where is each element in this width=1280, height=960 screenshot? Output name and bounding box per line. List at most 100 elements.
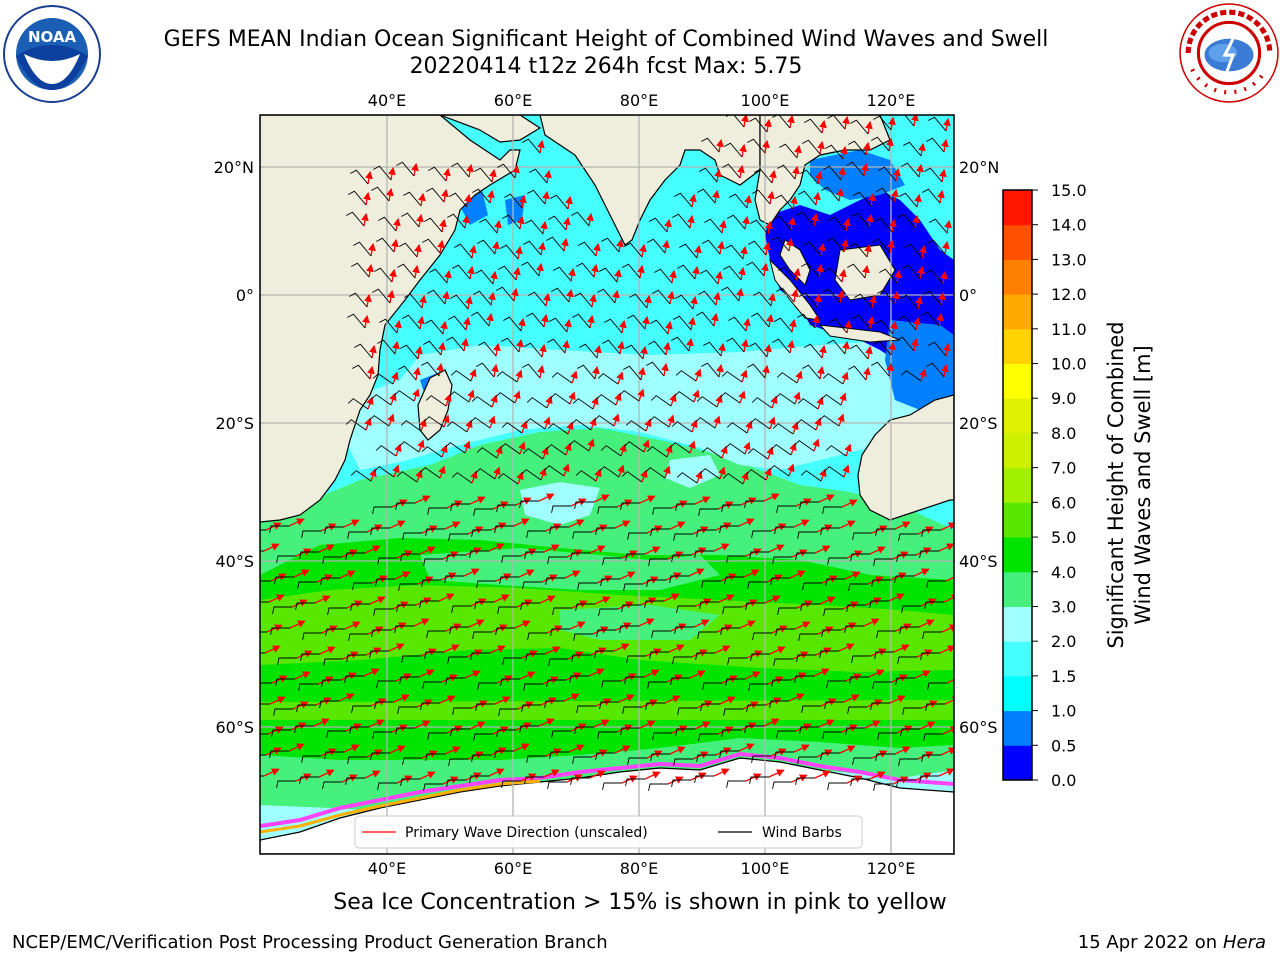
wind-barb xyxy=(698,508,718,516)
wind-barb xyxy=(671,421,693,433)
wind-barb xyxy=(579,343,598,359)
lat-labels-right: 20°N 0° 20°S 40°S 60°S xyxy=(959,158,999,737)
wind-barb xyxy=(576,262,595,278)
wind-barb xyxy=(921,529,941,537)
wave-direction-arrow xyxy=(371,575,388,584)
wind-barb xyxy=(650,528,670,536)
wave-direction-arrow xyxy=(842,601,859,610)
wave-direction-arrow xyxy=(768,292,776,307)
sea-ice-note: Sea Ice Concentration > 15% is shown in … xyxy=(333,890,947,915)
wind-barb xyxy=(476,362,495,378)
wind-barb xyxy=(350,470,372,482)
wind-barb xyxy=(675,728,695,736)
wind-barb xyxy=(396,471,418,483)
wind-barb xyxy=(572,313,591,329)
wave-direction-arrow xyxy=(361,212,369,227)
wind-barb xyxy=(454,243,473,259)
wave-direction-arrow xyxy=(570,498,587,507)
wind-barb xyxy=(595,527,615,535)
wind-barb xyxy=(894,575,914,583)
wave-direction-arrow xyxy=(463,440,471,454)
wave-direction-arrow xyxy=(443,644,460,653)
producer-credit: NCEP/EMC/Verification Post Processing Pr… xyxy=(12,932,608,953)
wave-direction-arrow xyxy=(717,240,725,255)
wave-direction-arrow xyxy=(665,572,682,581)
wave-direction-arrow xyxy=(663,465,671,479)
wave-direction-arrow xyxy=(941,624,954,633)
wave-direction-arrow xyxy=(716,138,724,153)
wind-barb xyxy=(277,657,297,665)
colorbar-tick-label: 14.0 xyxy=(1051,216,1087,235)
colorbar-tick-label: 15.0 xyxy=(1051,181,1087,200)
wave-direction-arrow xyxy=(837,289,845,304)
wind-barb xyxy=(473,508,493,516)
wave-direction-arrow xyxy=(437,239,445,254)
wave-direction-arrow xyxy=(865,597,882,606)
wave-direction-arrow xyxy=(766,574,783,583)
colorbar-tick-label: 3.0 xyxy=(1051,597,1076,616)
wave-direction-arrow xyxy=(268,594,285,603)
wind-barb xyxy=(795,777,815,785)
wind-barb xyxy=(402,757,422,765)
wave-direction-arrow xyxy=(669,269,677,284)
wave-direction-arrow xyxy=(866,213,874,228)
lon-label-top: 60°E xyxy=(494,91,532,110)
wave-direction-arrow xyxy=(740,722,757,731)
wave-direction-arrow xyxy=(893,644,910,653)
wind-barb xyxy=(726,780,746,788)
wave-direction-arrow xyxy=(490,747,507,756)
wave-direction-arrow xyxy=(716,363,724,378)
wind-barb xyxy=(600,445,622,457)
wave-direction-arrow xyxy=(737,164,745,179)
wind-barb xyxy=(753,291,772,307)
wave-direction-arrow xyxy=(888,593,905,602)
wind-barb xyxy=(848,140,867,156)
wind-barb xyxy=(501,422,523,434)
wave-direction-arrow xyxy=(765,220,773,235)
wave-direction-arrow xyxy=(621,775,638,784)
wind-barb xyxy=(427,289,446,305)
wave-direction-arrow xyxy=(789,318,797,333)
wind-barb xyxy=(600,578,620,586)
wind-barb xyxy=(370,394,392,406)
wave-direction-arrow xyxy=(593,494,610,503)
wave-direction-arrow xyxy=(788,693,805,702)
wind-barb xyxy=(798,190,817,206)
wave-direction-arrow xyxy=(389,745,406,754)
colorbar-segment xyxy=(1003,537,1032,573)
wind-barb xyxy=(823,165,842,181)
wave-direction-arrow xyxy=(515,245,523,260)
wind-barb xyxy=(525,219,544,235)
wind-barb xyxy=(345,552,365,560)
wave-direction-arrow xyxy=(442,290,450,305)
wave-direction-arrow xyxy=(861,162,869,177)
wind-barb xyxy=(601,237,620,253)
wind-barb xyxy=(423,340,442,356)
wind-barb xyxy=(448,391,470,403)
wind-barb xyxy=(827,557,847,565)
wind-barb xyxy=(476,447,498,459)
colorbar-segment xyxy=(1003,398,1032,434)
wave-direction-arrow xyxy=(814,545,831,554)
wave-direction-arrow xyxy=(688,316,696,331)
wind-barb xyxy=(398,441,420,453)
ice-edge-pink xyxy=(260,751,954,828)
wave-direction-arrow xyxy=(491,363,499,378)
wind-barb xyxy=(896,554,916,562)
wave-direction-arrow xyxy=(521,650,538,659)
wind-barb xyxy=(845,727,865,735)
colorbar-segment xyxy=(1003,606,1032,642)
wind-barb xyxy=(719,392,741,404)
wave-direction-arrow xyxy=(592,626,609,635)
wave-direction-arrow xyxy=(540,697,557,706)
wave-direction-arrow xyxy=(444,521,461,530)
wave-direction-arrow xyxy=(545,748,562,757)
wave-direction-arrow xyxy=(913,316,921,331)
wave-direction-arrow xyxy=(915,547,932,556)
wind-barb xyxy=(422,681,442,689)
wave-direction-arrow xyxy=(618,694,635,703)
wave-direction-arrow xyxy=(916,649,933,658)
wave-direction-arrow xyxy=(612,413,620,427)
wave-direction-arrow xyxy=(817,626,834,635)
wind-barb xyxy=(646,361,665,377)
